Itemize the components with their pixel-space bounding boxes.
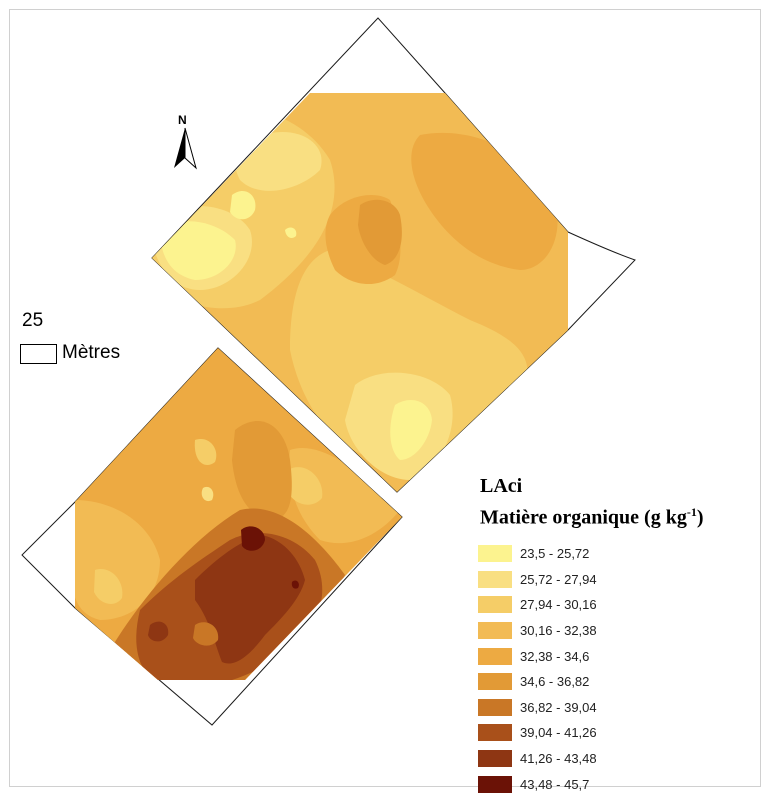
legend-label: 39,04 - 41,26 — [520, 725, 597, 741]
legend-item: 39,04 - 41,26 — [478, 720, 738, 746]
north-arrow-label: N — [178, 113, 187, 127]
legend-label: 30,16 - 32,38 — [520, 623, 597, 639]
legend-item: 43,48 - 45,7 — [478, 771, 738, 797]
legend-label: 43,48 - 45,7 — [520, 776, 590, 792]
legend-swatch — [478, 545, 512, 563]
legend-label: 23,5 - 25,72 — [520, 546, 590, 562]
legend-item: 25,72 - 27,94 — [478, 567, 738, 593]
legend-swatch — [478, 698, 512, 716]
legend-swatch — [478, 724, 512, 742]
legend-swatch — [478, 647, 512, 665]
legend-item: 36,82 - 39,04 — [478, 695, 738, 721]
legend-item: 32,38 - 34,6 — [478, 643, 738, 669]
north-field-boundary — [151, 17, 636, 493]
legend-swatch — [478, 622, 512, 640]
legend-swatch — [478, 570, 512, 588]
legend-subtitle: Matière organique (g kg-1) — [480, 505, 704, 529]
legend-item: 30,16 - 32,38 — [478, 618, 738, 644]
map-frame — [9, 9, 761, 787]
legend-swatch — [478, 750, 512, 768]
north-arrow-icon — [174, 127, 197, 170]
scale-bar-unit: Mètres — [62, 342, 121, 363]
legend-item: 27,94 - 30,16 — [478, 592, 738, 618]
legend-label: 36,82 - 39,04 — [520, 699, 597, 715]
scale-bar-value: 25 — [22, 310, 44, 331]
legend-label: 34,6 - 36,82 — [520, 674, 590, 690]
legend-item: 23,5 - 25,72 — [478, 541, 738, 567]
legend-label: 25,72 - 27,94 — [520, 571, 597, 587]
legend-label: 32,38 - 34,6 — [520, 648, 590, 664]
legend-item: 41,26 - 43,48 — [478, 746, 738, 772]
legend-swatch — [478, 775, 512, 793]
legend: 23,5 - 25,72 25,72 - 27,94 27,94 - 30,16 30… — [478, 541, 738, 797]
legend-item: 34,6 - 36,82 — [478, 669, 738, 695]
scale-bar — [20, 344, 57, 364]
legend-swatch — [478, 596, 512, 614]
legend-title: LAci — [480, 475, 523, 497]
legend-label: 27,94 - 30,16 — [520, 597, 597, 613]
legend-swatch — [478, 673, 512, 691]
legend-label: 41,26 - 43,48 — [520, 751, 597, 767]
